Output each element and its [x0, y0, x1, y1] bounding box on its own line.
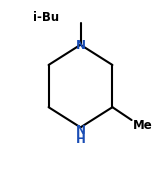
Text: N: N: [76, 124, 85, 137]
Text: Me: Me: [133, 119, 153, 132]
Text: N: N: [76, 39, 85, 52]
Text: i-Bu: i-Bu: [33, 11, 59, 24]
Text: H: H: [76, 133, 85, 146]
